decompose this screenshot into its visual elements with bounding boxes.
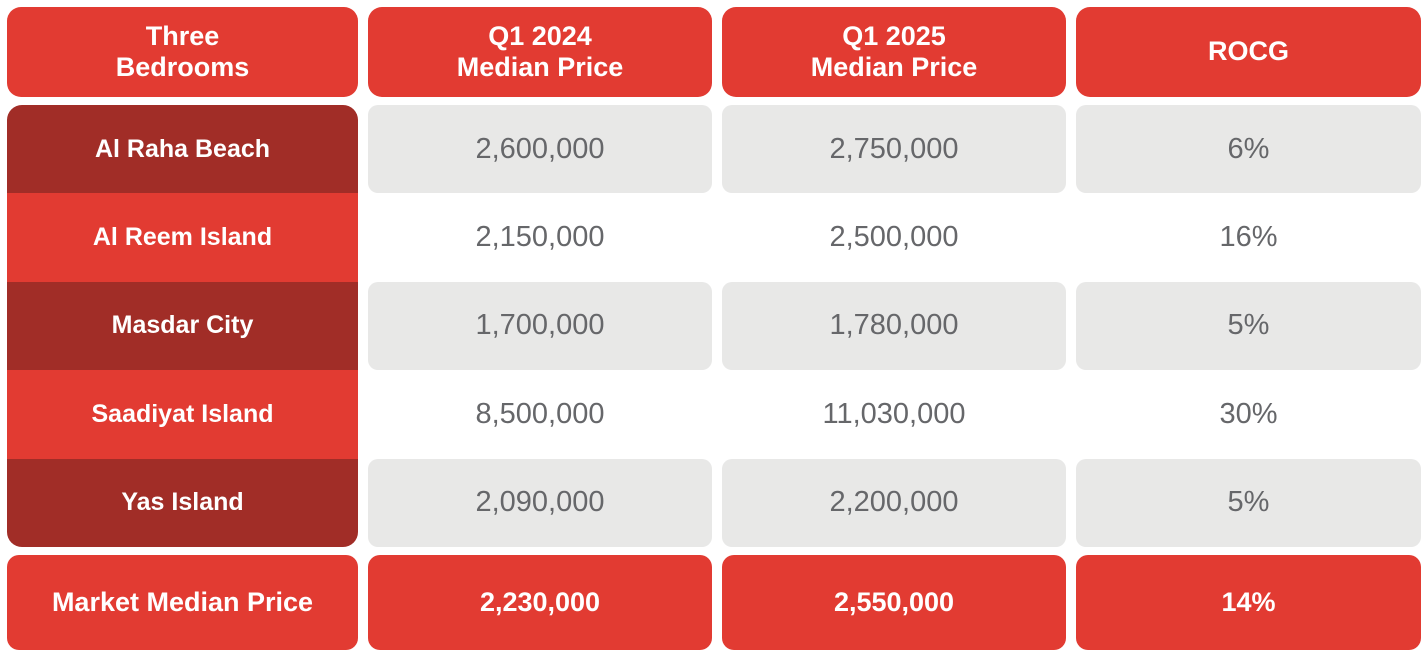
cell-saadiyat-rocg: 30% bbox=[1219, 397, 1278, 430]
area-label-column: Al Raha Beach Al Reem Island Masdar City… bbox=[7, 105, 358, 547]
cell-al-raha-rocg: 6% bbox=[1076, 105, 1421, 194]
cell-saadiyat-q1-2024: 8,500,000 bbox=[475, 397, 605, 430]
header-line: Q1 2024 bbox=[488, 20, 592, 51]
cell-masdar-q1-2025: 1,780,000 bbox=[722, 281, 1066, 371]
cell-masdar-q1-2024: 1,700,000 bbox=[368, 281, 712, 371]
cell-masdar-rocg: 5% bbox=[1076, 281, 1421, 371]
cell-yas-q1-2025: 2,200,000 bbox=[722, 458, 1066, 547]
row-label-yas-island: Yas Island bbox=[7, 458, 358, 547]
header-line: Three bbox=[145, 20, 220, 51]
header-line: Bedrooms bbox=[115, 52, 250, 82]
table-header-row: Three Bedrooms Q1 2024 Median Price Q1 2… bbox=[7, 7, 1421, 97]
header-cell-three-bedrooms: Three Bedrooms bbox=[7, 7, 358, 97]
header-line: ROCG bbox=[1208, 36, 1289, 67]
cell-al-raha-q1-2024: 2,600,000 bbox=[368, 105, 712, 194]
cell-saadiyat-q1-2025: 11,030,000 bbox=[822, 397, 966, 430]
footer-cell-q1-2024-value: 2,230,000 bbox=[368, 554, 712, 650]
cell-al-reem-rocg: 16% bbox=[1219, 221, 1278, 254]
header-line: Q1 2025 bbox=[842, 20, 946, 51]
header-cell-q1-2025-median-price: Q1 2025 Median Price bbox=[722, 7, 1066, 97]
header-cell-q1-2024-median-price: Q1 2024 Median Price bbox=[368, 7, 712, 97]
cell-yas-q1-2024: 2,090,000 bbox=[368, 458, 712, 547]
header-cell-rocg: ROCG bbox=[1076, 7, 1421, 97]
footer-cell-q1-2025-value: 2,550,000 bbox=[722, 554, 1066, 650]
footer-cell-market-median-price-label: Market Median Price bbox=[7, 554, 358, 650]
table-body: Al Raha Beach Al Reem Island Masdar City… bbox=[7, 105, 1421, 547]
row-label-al-reem-island: Al Reem Island bbox=[7, 193, 358, 282]
row-label-al-raha-beach: Al Raha Beach bbox=[7, 105, 358, 194]
table-footer-row: Market Median Price 2,230,000 2,550,000 … bbox=[7, 554, 1421, 650]
cell-al-reem-q1-2025: 2,500,000 bbox=[829, 221, 959, 254]
q1-2024-column: 2,600,000 2,150,000 1,700,000 8,500,000 … bbox=[368, 105, 712, 547]
cell-yas-rocg: 5% bbox=[1076, 458, 1421, 547]
cell-al-raha-q1-2025: 2,750,000 bbox=[722, 105, 1066, 194]
row-label-masdar-city: Masdar City bbox=[7, 281, 358, 371]
header-line: Median Price bbox=[456, 52, 624, 82]
q1-2025-column: 2,750,000 2,500,000 1,780,000 11,030,000… bbox=[722, 105, 1066, 547]
rocg-column: 6% 16% 5% 30% 5% bbox=[1076, 105, 1421, 547]
footer-cell-rocg-value: 14% bbox=[1076, 554, 1421, 650]
cell-al-reem-q1-2024: 2,150,000 bbox=[475, 221, 605, 254]
header-line: Median Price bbox=[810, 52, 978, 82]
row-label-saadiyat-island: Saadiyat Island bbox=[7, 370, 358, 459]
